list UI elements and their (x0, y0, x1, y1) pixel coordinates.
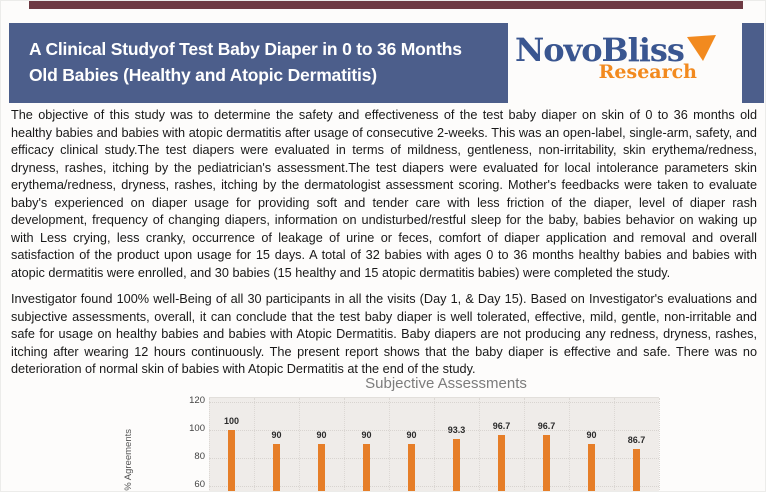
chart-bar-label: 90 (316, 430, 327, 440)
chart-gridline-v (569, 398, 570, 491)
novobliss-logo: NovoBliss Research (515, 33, 725, 83)
chart-gridline-v (254, 398, 255, 491)
chart-gridline-v (524, 398, 525, 491)
chart-bar-label: 93.3 (447, 425, 466, 436)
top-accent-bar (29, 1, 743, 9)
chart-gridline-v (659, 398, 660, 491)
chart-bar-label: 96.7 (537, 420, 556, 431)
chart-bar-label: 90 (361, 430, 372, 440)
document-title-line2: Old Babies (Healthy and Atopic Dermatiti… (29, 65, 377, 85)
chart-bar-label: 86.7 (627, 434, 646, 445)
chart-ytick: 80 (194, 451, 205, 462)
subjective-assessments-chart: Subjective Assessments % Agreements 100 9… (121, 373, 741, 491)
chart-bar (588, 444, 595, 491)
chart-bar (633, 448, 640, 491)
chart-gridline-v (479, 398, 480, 491)
chart-bar-label: 90 (271, 430, 282, 440)
document-title-line1: A Clinical Studyof Test Baby Diaper in 0… (29, 39, 462, 59)
chart-title: Subjective Assessments (365, 375, 527, 392)
chart-gridline-v (389, 398, 390, 491)
paragraph-conclusion: Investigator found 100% well-Being of al… (11, 292, 757, 376)
chart-bar (228, 430, 235, 491)
chart-ytick: 100 (189, 423, 205, 434)
logo-subtitle: Research (598, 61, 697, 83)
chart-bar (318, 444, 325, 491)
chart-bar (408, 444, 415, 491)
right-accent-strip (742, 23, 764, 103)
logo-wordmark: NovoBliss (515, 31, 685, 69)
chart-bar (273, 444, 280, 491)
chart-plot-area: 100 90 90 90 90 93.3 96.7 96.7 90 86.7 (209, 397, 660, 491)
chart-gridline-v (434, 398, 435, 491)
chart-gridline-v (614, 398, 615, 491)
paragraph-objective: The objective of this study was to deter… (11, 108, 757, 280)
chart-ytick: 120 (189, 395, 205, 406)
chart-bar-label: 96.7 (492, 420, 511, 431)
chart-bar-label: 90 (586, 430, 597, 440)
chart-bar (543, 434, 550, 491)
chart-bar (498, 434, 505, 491)
chart-bar-label: 100 (223, 416, 240, 426)
chart-bar-label: 90 (406, 430, 417, 440)
chart-bar (363, 444, 370, 491)
title-banner: A Clinical Studyof Test Baby Diaper in 0… (9, 23, 508, 103)
chart-ytick: 60 (194, 479, 205, 490)
chart-gridline-v (299, 398, 300, 491)
logo-checkmark-icon (686, 35, 717, 67)
chart-y-axis-label: % Agreements (123, 429, 134, 491)
chart-bar (453, 439, 460, 491)
abstract-text: The objective of this study was to deter… (11, 107, 757, 379)
chart-gridline-v (344, 398, 345, 491)
chart-gridline-v (209, 398, 210, 491)
